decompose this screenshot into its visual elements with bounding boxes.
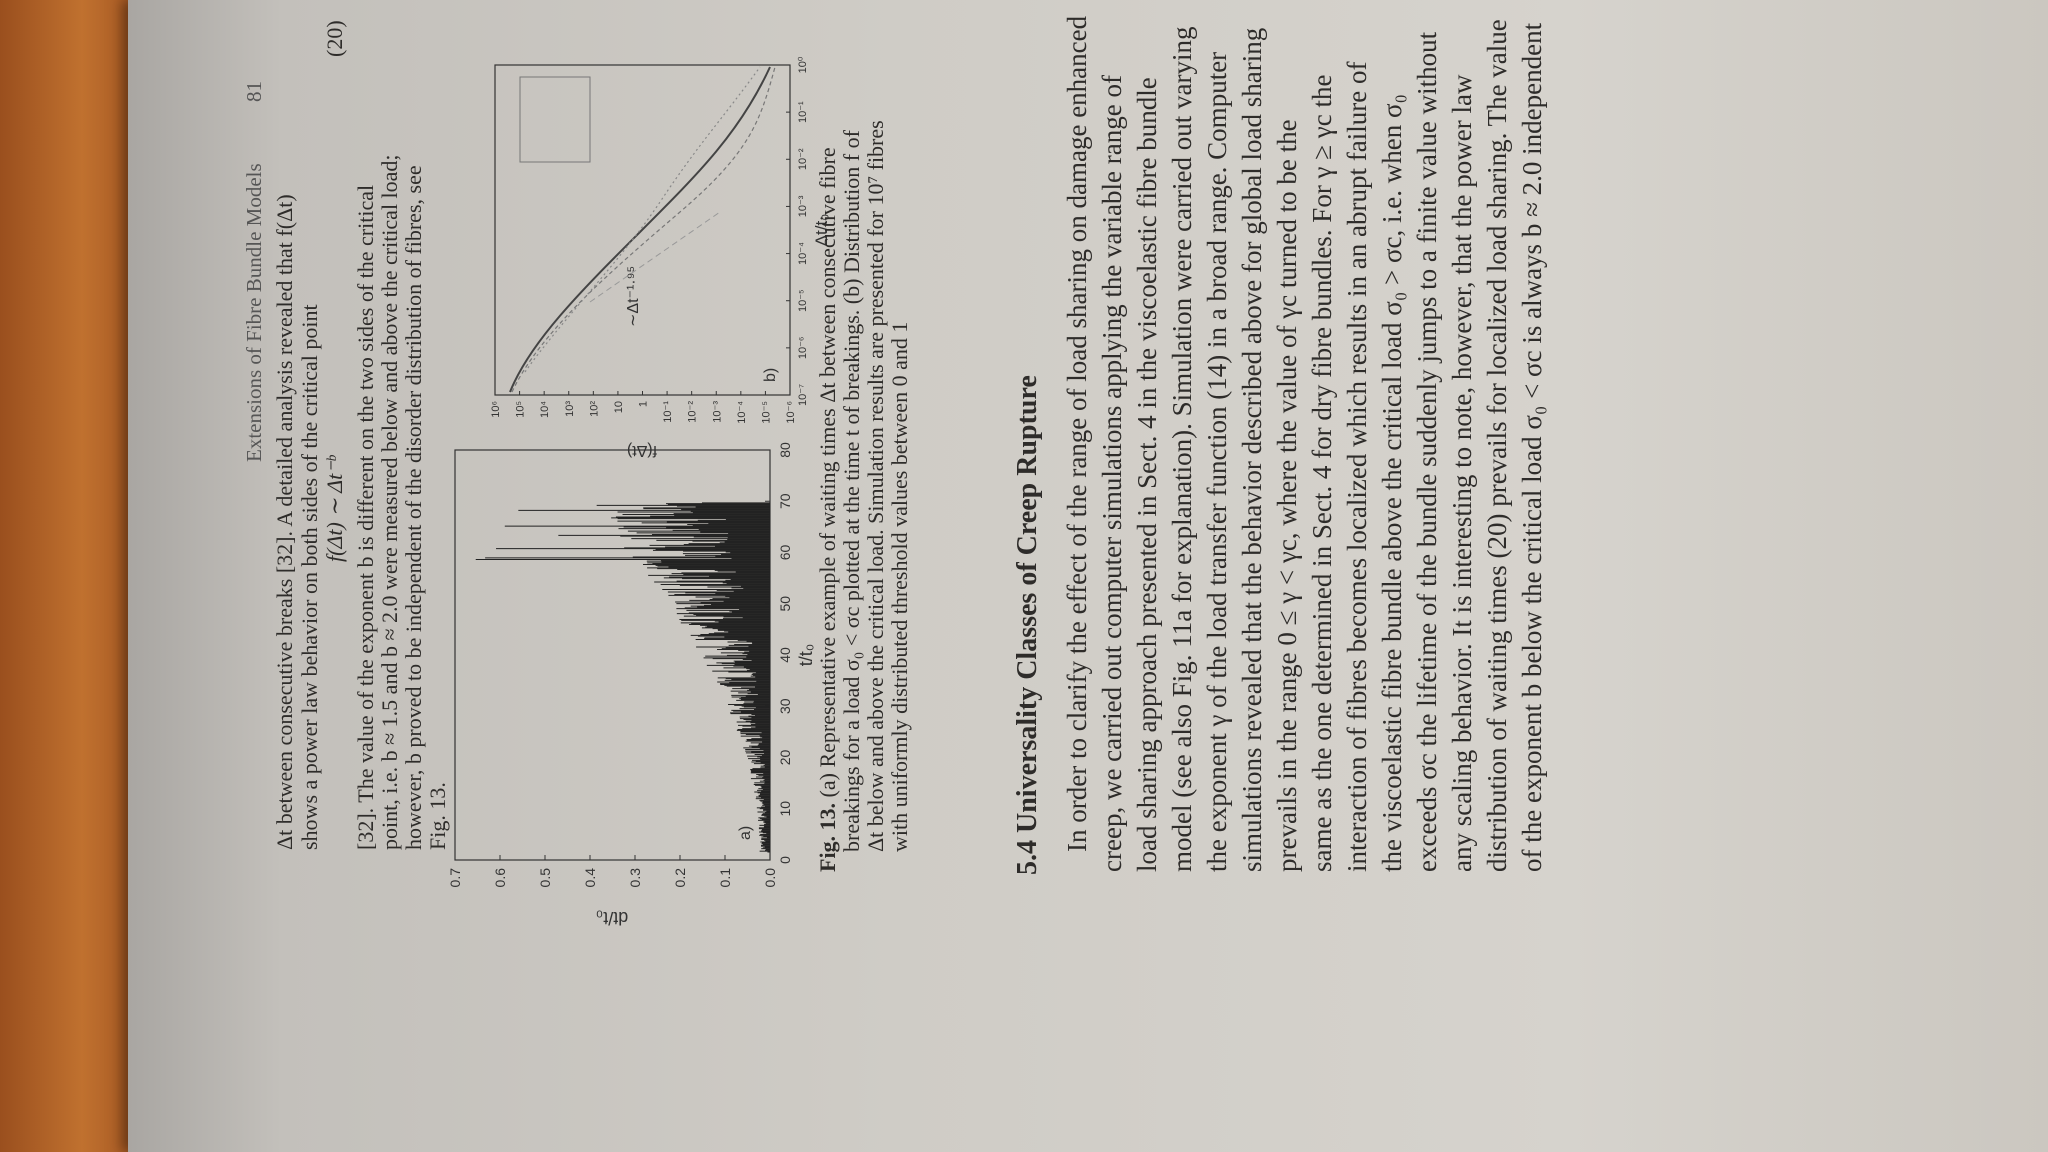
caption-text: with uniformly distributed threshold val…: [887, 321, 912, 852]
body-line: distribution of waiting times (20) preva…: [1482, 19, 1512, 872]
caption-text: breakings for a load σ₀ < σc plotted at …: [839, 130, 864, 852]
body-line: prevails in the range 0 ≤ γ < γc, where …: [1272, 119, 1302, 872]
figure-b: b) ∼Δt⁻¹·⁹⁵ Δt/t₀ f(Δt) 10⁶ 10⁵ 10⁴ 10³ 10² 1…: [490, 56, 831, 459]
x-axis-label: Δt/t₀: [812, 214, 831, 247]
body-line: interaction of fibres becomes localized …: [1342, 61, 1372, 872]
curve: [524, 66, 761, 373]
footnote-line: however, b proved to be independent of t…: [401, 165, 426, 850]
body-line: load sharing approach presented in Sect.…: [1132, 77, 1162, 872]
caption-text: Δt below and above the critical load. Si…: [863, 120, 888, 852]
x-tick-label: 70: [777, 493, 793, 509]
x-tick-label: 30: [777, 698, 793, 714]
body-line: any scaling behavior. It is interesting …: [1447, 74, 1477, 872]
body-line: model (see also Fig. 11a for explanation…: [1167, 26, 1197, 872]
body-line: In order to clarify the effect of the ra…: [1062, 15, 1092, 852]
y-tick-label: 10⁻³: [711, 401, 723, 423]
intro-line: Δt between consecutive breaks [32]. A de…: [272, 194, 297, 850]
slope-annotation: ∼Δt⁻¹·⁹⁵: [625, 266, 642, 327]
x-tick-label: 10⁻²: [797, 148, 809, 170]
y-tick-label: 0.2: [672, 868, 688, 888]
body-line: the viscoelastic fibre bundle above the …: [1377, 94, 1407, 872]
y-tick-label: 0.7: [447, 868, 463, 888]
y-tick-label: 0.4: [582, 868, 598, 888]
x-tick-label: 80: [777, 442, 793, 458]
y-axis-label: dt/t₀: [596, 908, 628, 928]
footnote-line: point, i.e. b ≈ 1.5 and b ≈ 2.0 were mea…: [377, 154, 402, 850]
footnote-line: [32]. The value of the exponent b is dif…: [353, 184, 378, 850]
x-tick-label: 10⁻⁵: [797, 289, 809, 312]
y-tick-label: 0.1: [717, 868, 733, 888]
y-tick-label: 1: [638, 401, 650, 407]
x-tick-label: 60: [777, 545, 793, 561]
y-tick-label: 10⁴: [539, 401, 551, 418]
x-tick-label: 10⁻³: [797, 195, 809, 217]
running-title: Extensions of Fibre Bundle Models: [242, 163, 266, 462]
caption-line: Fig. 13. (a) Representative example of w…: [815, 147, 841, 872]
section-heading: 5.4 Universality Classes of Creep Ruptur…: [1012, 375, 1043, 875]
x-tick-label: 10⁻⁷: [797, 384, 809, 406]
y-tick-label: 0.3: [627, 868, 643, 888]
x-axis-label: t/t₀: [796, 644, 816, 666]
body-line: exceeds σc the lifetime of the bundle su…: [1412, 31, 1442, 872]
y-tick-label: 0.0: [762, 868, 778, 888]
y-tick-label: 10⁻¹: [662, 401, 674, 423]
x-tick-label: 40: [777, 647, 793, 663]
y-tick-label: 10⁻⁵: [760, 401, 772, 424]
x-tick-label: 0: [777, 856, 793, 864]
body-line: creep, we carried out computer simulatio…: [1097, 75, 1127, 872]
y-tick-label: 10⁻⁶: [785, 401, 797, 424]
x-tick-label: 50: [777, 596, 793, 612]
curve: [589, 211, 721, 303]
y-tick-label: 10⁻²: [687, 401, 699, 423]
x-tick-label: 10⁰: [797, 56, 809, 73]
footnote-line: Fig. 13.: [425, 782, 450, 850]
page-content: Extensions of Fibre Bundle Models 81 f(Δ…: [150, 0, 2048, 1152]
y-tick-label: 0.6: [492, 868, 508, 888]
y-tick-label: 10⁻⁴: [736, 401, 748, 424]
caption-line: breakings for a load σ₀ < σc plotted at …: [839, 130, 865, 852]
panel-label: a): [737, 826, 754, 840]
y-tick-label: 10²: [588, 401, 600, 417]
page-number: 81: [242, 81, 266, 102]
y-tick-label: 10⁵: [515, 401, 527, 418]
curve: [509, 66, 771, 393]
y-tick-label: 10³: [564, 401, 576, 417]
y-tick-label: 0.5: [537, 868, 553, 888]
body-line: simulations revealed that the behavior d…: [1237, 27, 1267, 872]
x-tick-label: 10: [777, 801, 793, 817]
caption-label: Fig. 13.: [815, 802, 840, 872]
body-line: the exponent γ of the load transfer func…: [1202, 51, 1232, 872]
caption-line: Δt below and above the critical load. Si…: [863, 120, 889, 852]
x-tick-label: 10⁻⁶: [797, 337, 809, 360]
intro-line: shows a power law behavior on both sides…: [297, 304, 322, 850]
paper-page: [128, 0, 2048, 1152]
body-line: same as the one determined in Sect. 4 fo…: [1307, 74, 1337, 872]
y-tick-label: 10: [613, 401, 625, 413]
equation: f(Δt) ∼ Δt⁻ᵇ: [322, 456, 347, 562]
caption-text: (a) Representative example of waiting ti…: [815, 147, 840, 803]
legend-box: [519, 76, 591, 163]
y-tick-label: 10⁶: [490, 401, 502, 418]
curve: [511, 66, 776, 393]
equation-number: (20): [322, 20, 347, 57]
panel-label: b): [762, 368, 779, 382]
x-tick-label: 20: [777, 750, 793, 766]
x-tick-label: 10⁻¹: [797, 101, 809, 123]
x-tick-label: 10⁻⁴: [797, 242, 809, 265]
body-line: of the exponent b below the critical loa…: [1517, 22, 1547, 872]
y-axis-label: f(Δt): [627, 442, 657, 459]
figure-a: a) t/t₀ dt/t₀ 0.0 0.1 0.2 0.3 0.4 0.5 0.6 0.7 0 1…: [447, 442, 816, 928]
caption-line: with uniformly distributed threshold val…: [887, 322, 913, 852]
